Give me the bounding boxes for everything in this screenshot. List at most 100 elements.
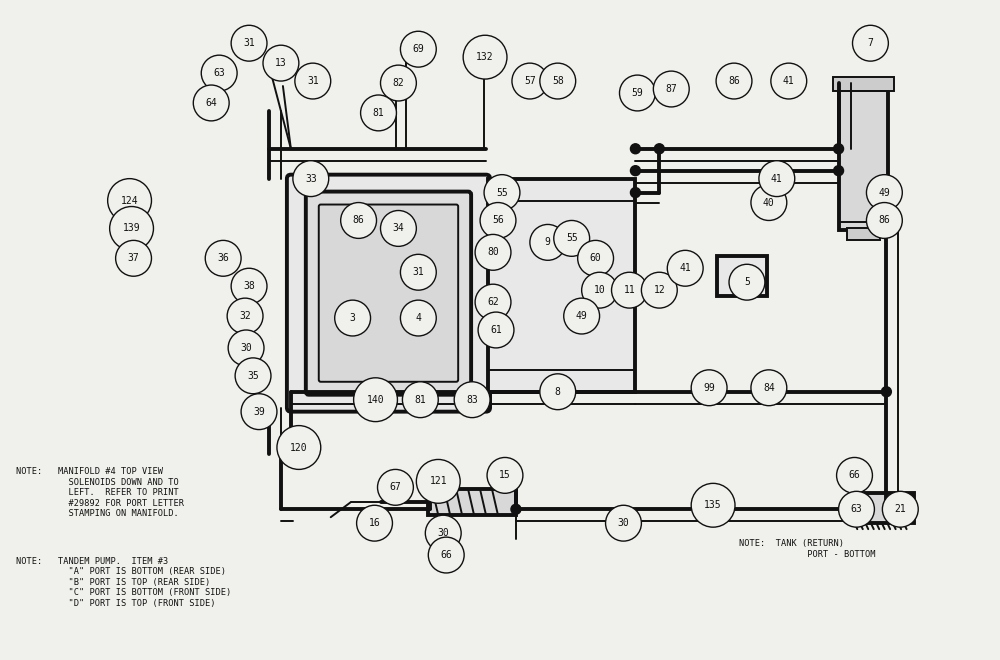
Circle shape (475, 234, 511, 270)
Text: 9: 9 (545, 238, 551, 248)
Text: 55: 55 (496, 187, 508, 197)
Text: 86: 86 (353, 215, 364, 226)
Text: 63: 63 (851, 504, 862, 514)
Text: 39: 39 (253, 407, 265, 416)
Circle shape (729, 264, 765, 300)
Circle shape (606, 506, 641, 541)
Circle shape (463, 35, 507, 79)
Text: 34: 34 (393, 224, 404, 234)
Text: 31: 31 (307, 76, 319, 86)
Text: 135: 135 (704, 500, 722, 510)
Circle shape (751, 185, 787, 220)
Text: 30: 30 (437, 528, 449, 538)
Circle shape (193, 85, 229, 121)
Circle shape (837, 457, 872, 493)
Text: 99: 99 (703, 383, 715, 393)
Text: 56: 56 (492, 215, 504, 226)
Bar (717, 256, 767, 296)
Text: 140: 140 (367, 395, 384, 405)
Circle shape (354, 378, 397, 422)
Circle shape (512, 63, 548, 99)
Circle shape (667, 250, 703, 286)
Circle shape (227, 298, 263, 334)
Circle shape (478, 312, 514, 348)
Text: 49: 49 (879, 187, 890, 197)
Text: 30: 30 (618, 518, 629, 528)
Circle shape (582, 272, 618, 308)
Text: 41: 41 (771, 174, 783, 183)
Circle shape (475, 284, 511, 320)
Circle shape (691, 370, 727, 406)
Text: 11: 11 (624, 285, 635, 295)
Circle shape (480, 203, 516, 238)
Circle shape (335, 300, 371, 336)
Text: 31: 31 (412, 267, 424, 277)
Text: 63: 63 (213, 68, 225, 78)
Text: 82: 82 (393, 78, 404, 88)
Circle shape (554, 220, 590, 256)
Text: 5: 5 (744, 277, 750, 287)
Text: 58: 58 (552, 76, 564, 86)
Circle shape (428, 537, 464, 573)
Text: NOTE:   TANDEM PUMP.  ITEM #3
          "A" PORT IS BOTTOM (REAR SIDE)
         : NOTE: TANDEM PUMP. ITEM #3 "A" PORT IS B… (16, 557, 231, 608)
Bar (488, 179, 635, 392)
Circle shape (487, 457, 523, 493)
Text: 32: 32 (239, 311, 251, 321)
FancyBboxPatch shape (306, 191, 471, 395)
Text: 41: 41 (679, 263, 691, 273)
Text: 35: 35 (247, 371, 259, 381)
Bar (839, 83, 888, 230)
Text: 124: 124 (121, 195, 138, 205)
Text: 69: 69 (412, 44, 424, 54)
Circle shape (400, 300, 436, 336)
Circle shape (293, 161, 329, 197)
Circle shape (771, 63, 807, 99)
Bar (847, 228, 880, 240)
Circle shape (341, 203, 377, 238)
Bar (853, 493, 914, 523)
Circle shape (716, 63, 752, 99)
Circle shape (295, 63, 331, 99)
Circle shape (630, 144, 640, 154)
Circle shape (228, 330, 264, 366)
Circle shape (381, 211, 416, 246)
Text: 66: 66 (849, 471, 860, 480)
Text: 12: 12 (653, 285, 665, 295)
Text: 21: 21 (894, 504, 906, 514)
Circle shape (381, 65, 416, 101)
Circle shape (108, 179, 151, 222)
Text: 49: 49 (576, 311, 588, 321)
Text: 31: 31 (243, 38, 255, 48)
Circle shape (116, 240, 151, 277)
Circle shape (540, 374, 576, 410)
Circle shape (630, 166, 640, 176)
Text: 40: 40 (763, 197, 775, 207)
Circle shape (511, 504, 521, 514)
Circle shape (751, 370, 787, 406)
Circle shape (231, 268, 267, 304)
Text: 55: 55 (566, 234, 578, 244)
Text: 37: 37 (128, 253, 139, 263)
Circle shape (630, 187, 640, 197)
Circle shape (484, 175, 520, 211)
Text: 57: 57 (524, 76, 536, 86)
Circle shape (378, 469, 413, 506)
Text: 10: 10 (594, 285, 605, 295)
Circle shape (866, 175, 902, 211)
Circle shape (839, 491, 874, 527)
Circle shape (361, 95, 396, 131)
Text: 139: 139 (123, 224, 140, 234)
Text: 16: 16 (369, 518, 380, 528)
Circle shape (759, 161, 795, 197)
Text: 30: 30 (240, 343, 252, 353)
Text: 61: 61 (490, 325, 502, 335)
Text: 7: 7 (867, 38, 873, 48)
Text: 66: 66 (440, 550, 452, 560)
Text: 84: 84 (763, 383, 775, 393)
Circle shape (241, 394, 277, 430)
Circle shape (400, 31, 436, 67)
Text: 81: 81 (373, 108, 384, 118)
Circle shape (564, 298, 600, 334)
Text: 132: 132 (476, 52, 494, 62)
Circle shape (578, 240, 614, 277)
